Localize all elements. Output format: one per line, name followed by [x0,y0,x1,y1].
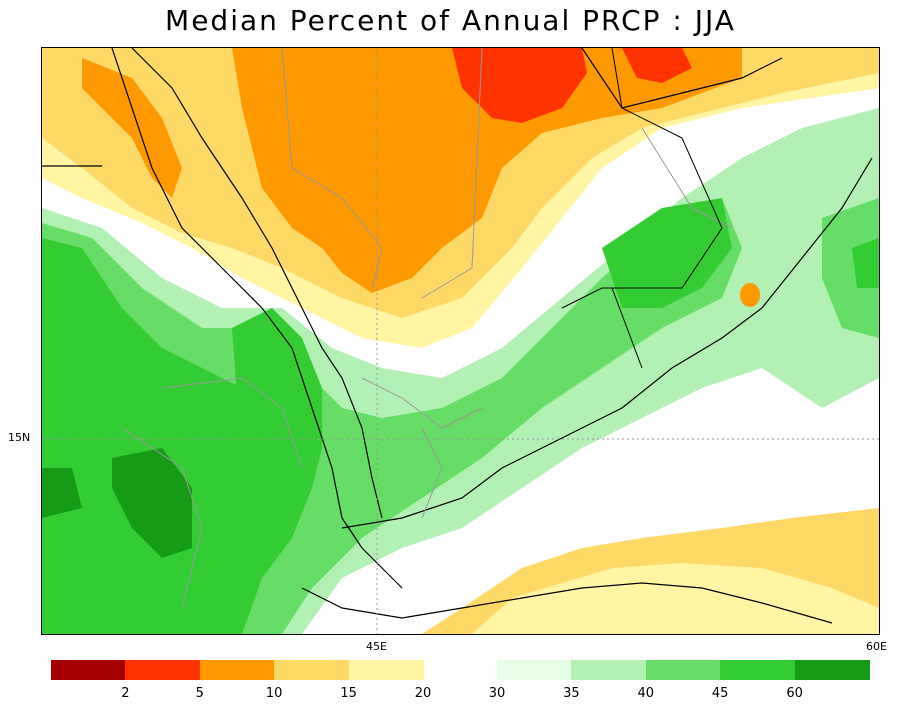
zone-orange-west [82,58,182,198]
legend-swatch [51,660,126,680]
coastline-gulf [581,48,783,109]
legend-label: 15 [340,686,357,701]
legend-swatch [794,660,870,680]
borders-black [561,48,723,369]
zone-red-small [622,48,692,83]
zone-dark-green [112,448,192,558]
legend-swatch [497,660,572,680]
legend-swatch [645,660,721,680]
coastline-somalia [301,582,833,624]
zone-orange-spot [740,283,760,307]
map-title: Median Percent of Annual PRCP : JJA [165,4,736,37]
zone-mid-green-east [852,238,879,288]
lat-tick-label: 15N [8,431,31,444]
legend-label: 20 [414,686,432,701]
map-canvas [42,48,879,634]
zone-red [452,48,587,123]
coastline-red-sea-east [131,48,383,519]
legend-label: 35 [563,686,580,701]
legend-label: 5 [195,686,204,701]
legend-label: 10 [265,686,283,701]
zone-mid-green-yemen [602,198,732,308]
legend-swatch [720,660,796,680]
lon-tick-label-45: 45E [366,640,387,653]
zone-green-east [822,198,879,338]
zone-orange [232,48,742,293]
legend-label: 60 [786,686,803,701]
legend-label: 30 [488,686,506,701]
lon-tick-label-60: 60E [866,640,887,653]
zone-mid-green-west [42,238,312,634]
legend-swatch [125,660,201,680]
legend-swatch [274,660,350,680]
zone-mid-green-highland [232,308,322,488]
legend-swatch [571,660,647,680]
legend-label: 40 [637,686,655,701]
legend-swatch [348,660,424,680]
coastline-arabia-south [341,157,873,529]
legend-label: 2 [121,686,130,701]
legend-label: 45 [711,686,729,701]
borders-grey [121,48,733,609]
precipitation-map [41,47,880,635]
coastline-red-sea-west [111,48,403,589]
zone-pale-yellow-south [472,563,879,634]
legend-swatch [199,660,275,680]
zone-dark-green-edge [42,468,82,518]
